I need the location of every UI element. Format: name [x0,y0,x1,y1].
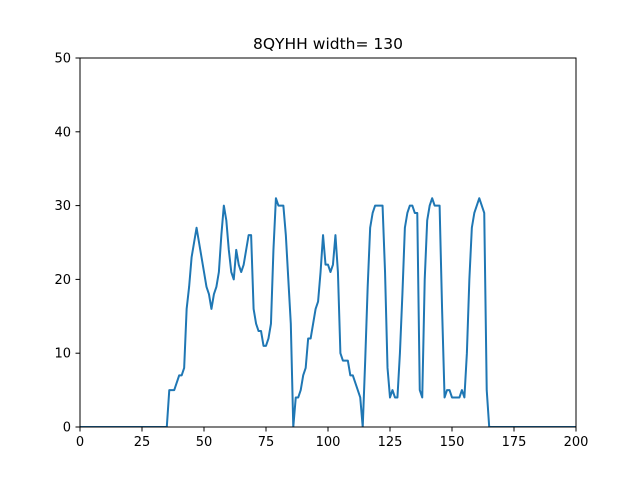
x-tick-label: 125 [378,435,403,450]
y-tick-label: 50 [54,52,71,67]
x-tick-label: 75 [258,435,275,450]
y-tick-label: 30 [54,199,71,214]
x-tick-label: 50 [196,435,213,450]
y-tick-label: 20 [54,273,71,288]
x-tick-label: 200 [564,435,589,450]
plot-area: 0 25 50 75 100 125 150 175 200 0 10 20 30 40 50 [54,52,588,451]
x-tick-label: 150 [440,435,465,450]
chart-title: 8QYHH width= 130 [253,35,403,53]
y-tick-label: 0 [63,421,71,436]
x-tick-label: 100 [316,435,341,450]
y-tick-label: 40 [54,125,71,140]
y-tick-label: 10 [54,347,71,362]
series-line-0 [80,197,576,427]
x-tick-label: 175 [502,435,527,450]
x-tick-label: 0 [76,435,84,450]
x-tick-label: 25 [134,435,151,450]
